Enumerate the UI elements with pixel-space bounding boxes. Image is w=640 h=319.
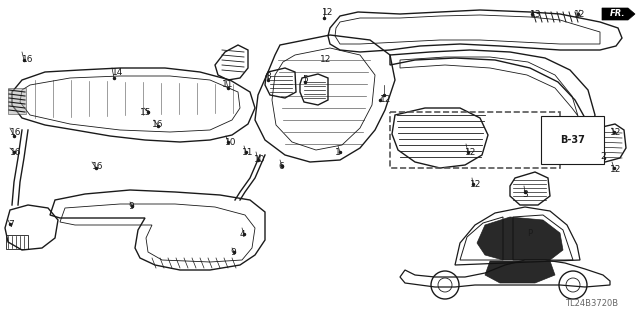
Text: 15: 15 [140, 108, 152, 117]
Text: 16: 16 [92, 162, 104, 171]
Text: FR.: FR. [611, 10, 626, 19]
Text: 16: 16 [152, 120, 163, 129]
Text: TL24B3720B: TL24B3720B [565, 299, 618, 308]
Text: 2: 2 [600, 152, 605, 161]
Polygon shape [477, 217, 563, 260]
Text: 9: 9 [128, 202, 134, 211]
Text: 4: 4 [240, 230, 246, 239]
Text: 5: 5 [302, 75, 308, 84]
Polygon shape [485, 261, 555, 283]
Text: 3: 3 [522, 190, 528, 199]
Text: 16: 16 [10, 128, 22, 137]
Text: 10: 10 [254, 155, 266, 164]
Text: 6: 6 [278, 162, 284, 171]
Text: 12: 12 [320, 55, 332, 64]
Text: 16: 16 [22, 55, 33, 64]
Text: 9: 9 [230, 248, 236, 257]
Text: P: P [527, 228, 532, 238]
Text: 12: 12 [610, 165, 621, 174]
Text: 13: 13 [530, 10, 541, 19]
Text: 12: 12 [574, 10, 586, 19]
Text: 16: 16 [10, 148, 22, 157]
Text: 11: 11 [242, 148, 253, 157]
Text: 12: 12 [380, 95, 392, 104]
Text: 1: 1 [335, 148, 340, 157]
Text: 7: 7 [8, 220, 13, 229]
Bar [390, 112, 560, 168]
Text: 14: 14 [112, 68, 124, 77]
Text: 12: 12 [610, 128, 621, 137]
Text: 12: 12 [322, 8, 333, 17]
Bar [6, 235, 28, 249]
Text: 12: 12 [465, 148, 476, 157]
Text: 10: 10 [225, 138, 237, 147]
Polygon shape [602, 8, 635, 20]
Text: 11: 11 [222, 80, 234, 89]
Text: 8: 8 [265, 72, 271, 81]
FancyBboxPatch shape [8, 88, 26, 114]
Text: B-37: B-37 [560, 135, 585, 145]
Text: 12: 12 [470, 180, 481, 189]
